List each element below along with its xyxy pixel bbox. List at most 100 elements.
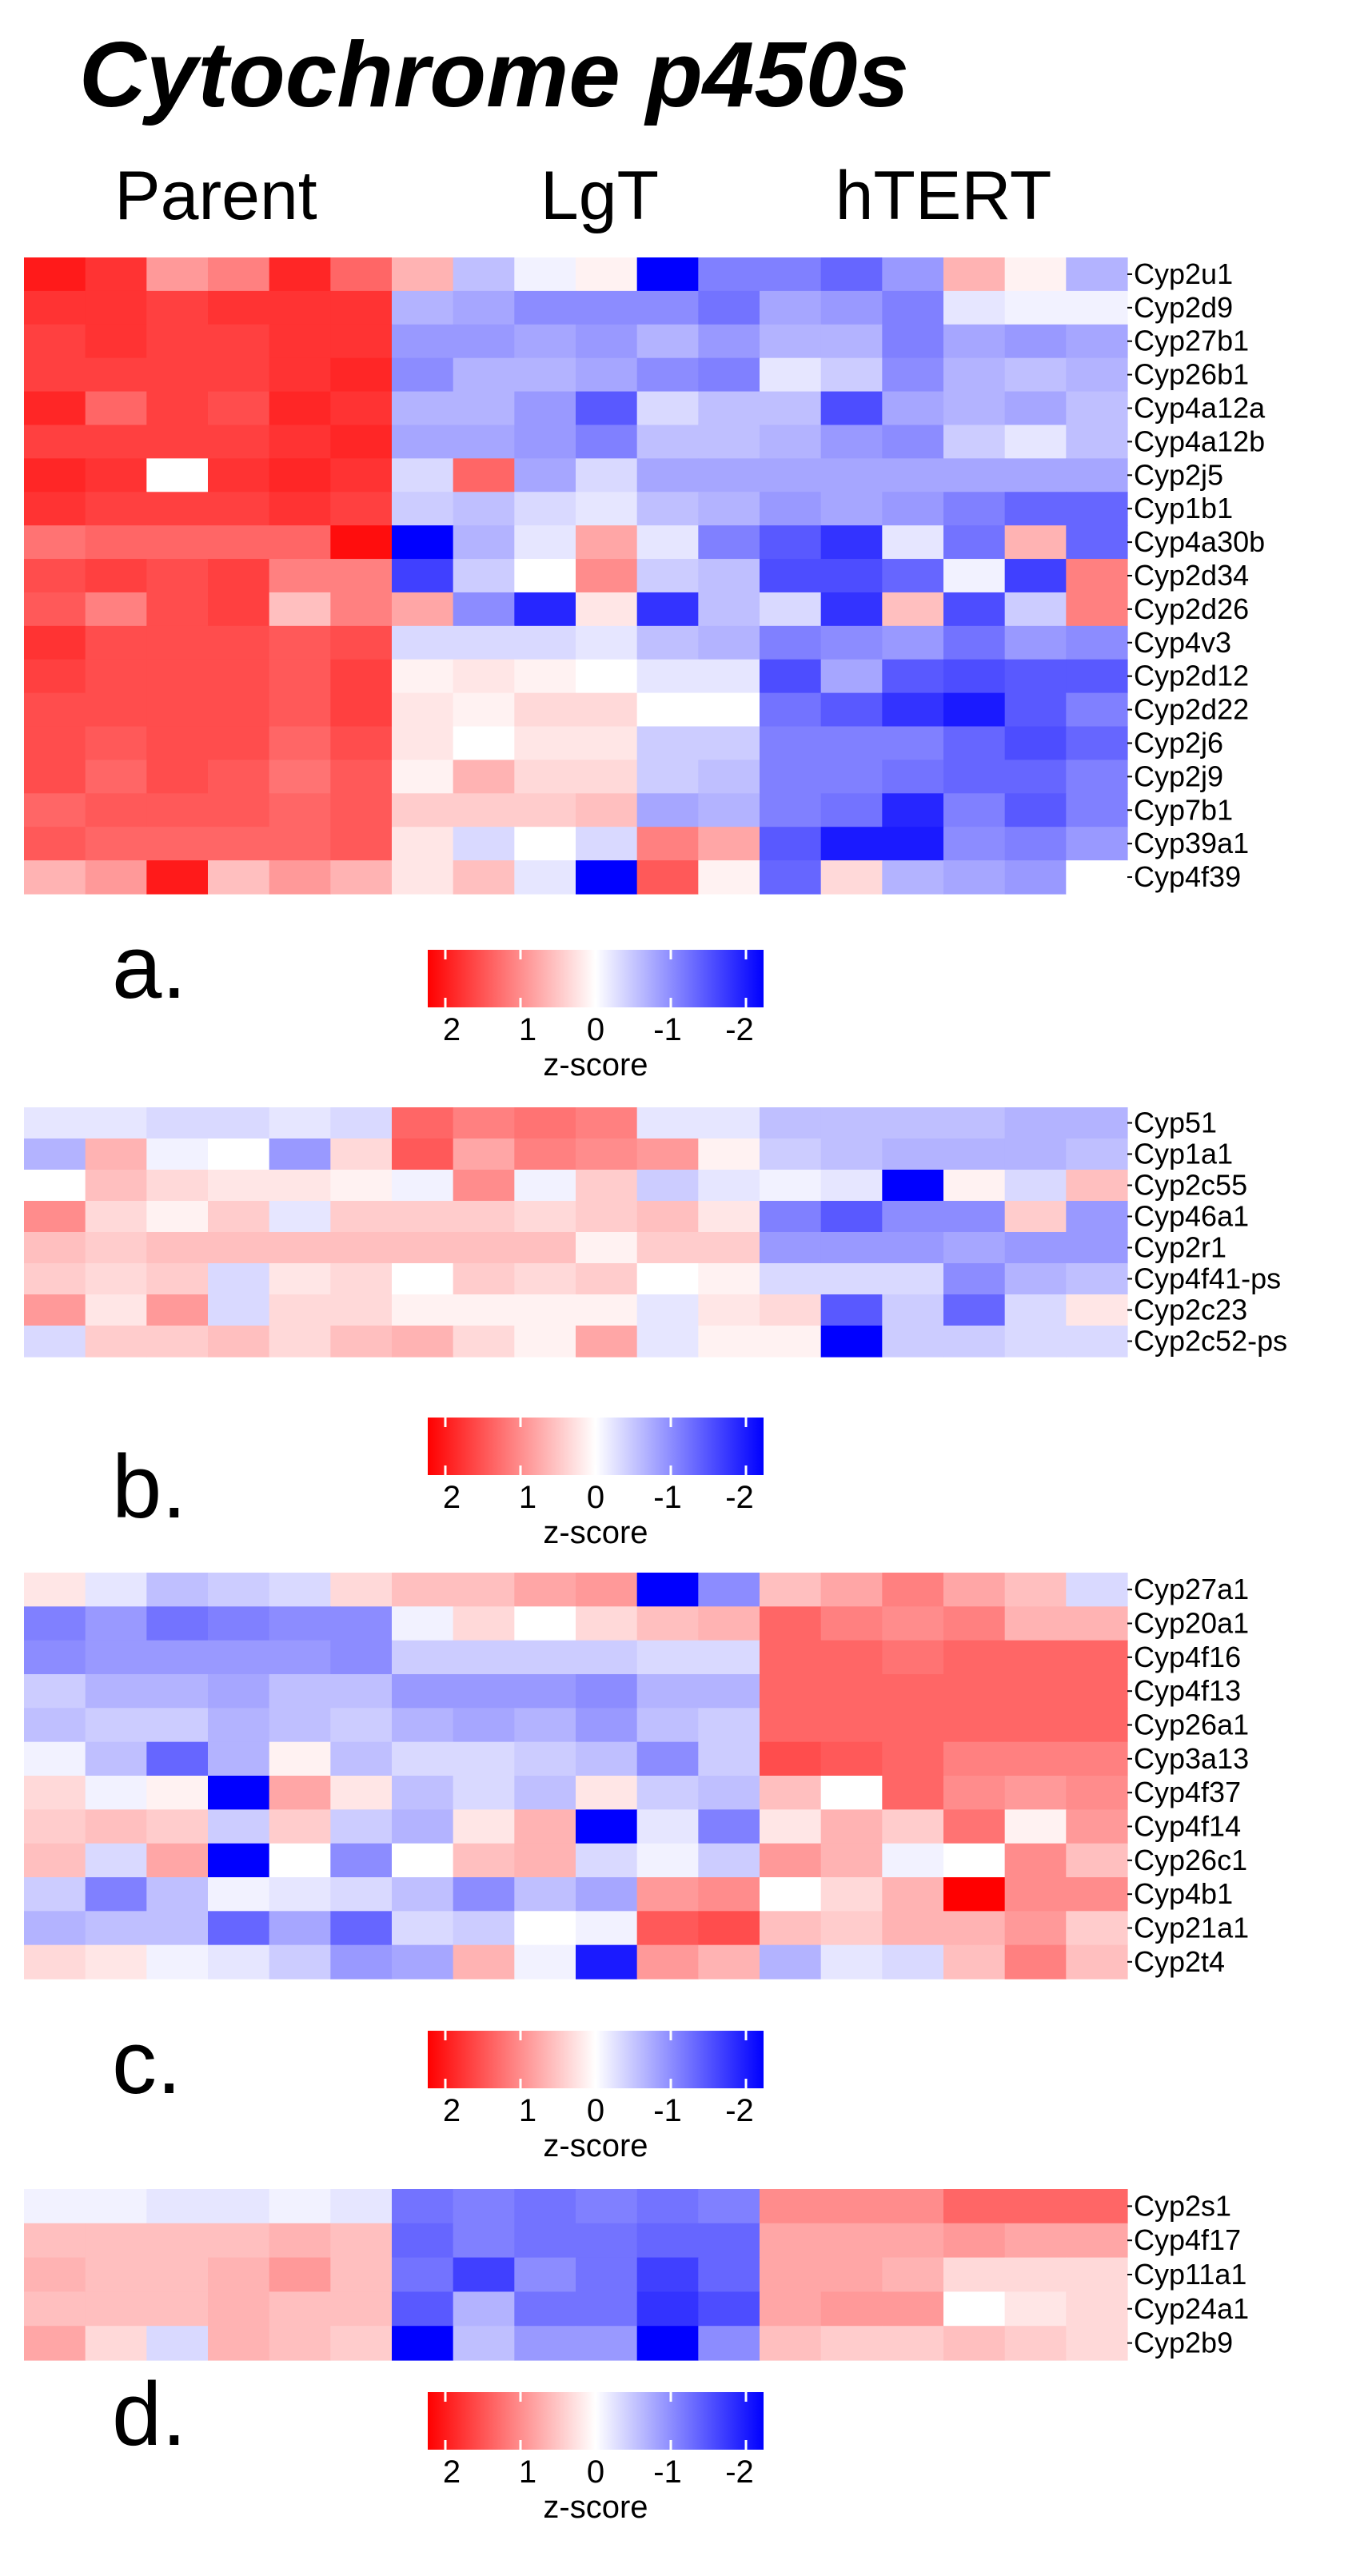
heatmap-cell [636, 860, 699, 895]
heatmap-cell [85, 1877, 147, 1912]
heatmap-cell [698, 1708, 760, 1743]
heatmap-cell [882, 860, 944, 895]
gene-label: Cyp26b1 [1134, 358, 1249, 391]
heatmap-cell [698, 1809, 760, 1844]
heatmap-cell [636, 1809, 699, 1844]
heatmap-cell [269, 559, 331, 593]
heatmap-cell [146, 1263, 209, 1295]
heatmap-cell [760, 726, 822, 761]
heatmap-cell [1066, 2291, 1128, 2327]
heatmap-cell [820, 257, 883, 292]
heatmap-c: Cyp27a1Cyp20a1Cyp4f16Cyp4f13Cyp26a1Cyp3a… [24, 1573, 1249, 1980]
heatmap-cell [1004, 1674, 1067, 1709]
heatmap-cell [882, 1201, 944, 1233]
heatmap-cell [636, 257, 699, 292]
heatmap-cell [636, 592, 699, 627]
heatmap-cell [576, 2189, 638, 2224]
heatmap-cell [330, 1809, 393, 1844]
heatmap-cell [820, 1232, 883, 1264]
heatmap-cell [269, 1741, 331, 1776]
heatmap-cell [392, 1263, 454, 1295]
heatmap-cell [698, 1843, 760, 1878]
heatmap-cell [453, 592, 515, 627]
heatmap-cell [453, 1138, 515, 1170]
heatmap-cell [24, 1674, 86, 1709]
heatmap-cell [514, 425, 576, 459]
heatmap-cell [146, 1809, 209, 1844]
heatmap-cell [208, 357, 270, 393]
heatmap-cell [24, 1573, 86, 1607]
heatmap-cell [820, 324, 883, 359]
heatmap-cell [1066, 2257, 1128, 2292]
heatmap-cell [330, 1674, 393, 1709]
heatmap-cell [392, 391, 454, 426]
heatmap-cell [208, 1138, 270, 1170]
heatmap-cell [636, 1776, 699, 1810]
heatmap-cell [392, 1640, 454, 1675]
heatmap-cell [943, 1911, 1006, 1946]
heatmap-cell [576, 1263, 638, 1295]
heatmap-cell [24, 2291, 86, 2327]
heatmap-cell [636, 1170, 699, 1202]
heatmap-cell [24, 1232, 86, 1264]
heatmap-cell [330, 324, 393, 359]
heatmap-cell [330, 1606, 393, 1641]
group-label-lgt: LgT [540, 158, 660, 234]
heatmap-cell [269, 290, 331, 325]
heatmap-cell [392, 592, 454, 627]
heatmap-cell [1004, 1107, 1067, 1139]
panel-label-c: c. [112, 2012, 182, 2112]
heatmap-cell [1004, 1741, 1067, 1776]
heatmap-cell [208, 793, 270, 827]
heatmap-cell [820, 860, 883, 895]
heatmap-cell [636, 1640, 699, 1675]
heatmap-cell [146, 1573, 209, 1607]
heatmap-cell [698, 793, 760, 827]
heatmap-cell [760, 2291, 822, 2327]
gene-label: Cyp4a30b [1134, 525, 1265, 558]
heatmap-cell [943, 290, 1006, 325]
heatmap-cell [698, 1201, 760, 1233]
heatmap-cell [943, 2257, 1006, 2292]
heatmap-cell [1066, 1263, 1128, 1295]
gene-label: Cyp39a1 [1134, 827, 1249, 859]
heatmap-cell [1004, 726, 1067, 761]
heatmap-cell [146, 425, 209, 459]
heatmap-cell [760, 559, 822, 593]
heatmap-cell [208, 1741, 270, 1776]
heatmap-cell [453, 1573, 515, 1607]
heatmap-cell [1066, 592, 1128, 627]
heatmap-cell [698, 2291, 760, 2327]
heatmap-cell [269, 1708, 331, 1743]
heatmap-cell [330, 1944, 393, 1980]
tick-label: 2 [442, 2093, 461, 2128]
heatmap-cell [576, 492, 638, 526]
heatmap-cell [636, 1944, 699, 1980]
heatmap-cell [85, 357, 147, 393]
heatmap-cell [636, 659, 699, 694]
heatmap-cell [820, 1107, 883, 1139]
heatmap-cell [760, 659, 822, 694]
heatmap-cell [698, 1170, 760, 1202]
heatmap-cell [453, 559, 515, 593]
heatmap-cell [269, 1138, 331, 1170]
heatmap-cell [1066, 659, 1128, 694]
heatmap-cell [392, 1708, 454, 1743]
gene-label: Cyp2s1 [1134, 2189, 1231, 2222]
heatmap-cell [269, 1170, 331, 1202]
heatmap-cell [85, 625, 147, 660]
heatmap-cell [330, 1232, 393, 1264]
heatmap-cell [453, 1640, 515, 1675]
heatmap-cell [146, 827, 209, 861]
heatmap-cell [820, 625, 883, 660]
heatmap-cell [269, 659, 331, 694]
heatmap-cell [146, 726, 209, 761]
heatmap-cell [146, 1674, 209, 1709]
heatmap-cell [330, 391, 393, 426]
heatmap-cell [820, 2291, 883, 2327]
heatmap-cell [943, 357, 1006, 393]
gene-label: Cyp2j5 [1134, 458, 1223, 491]
heatmap-cell [576, 357, 638, 393]
heatmap-cell [1066, 2223, 1128, 2259]
